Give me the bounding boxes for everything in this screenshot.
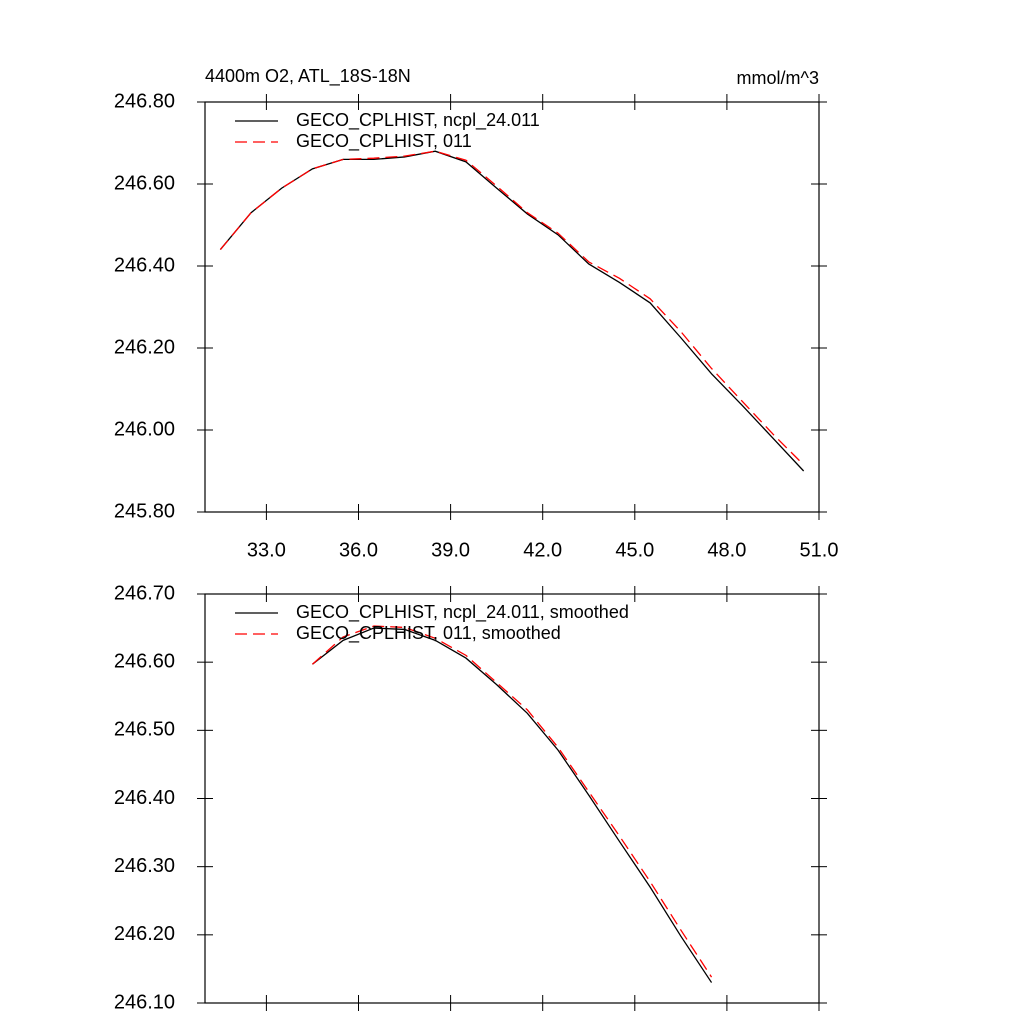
y-tick-label: 246.40 — [114, 787, 175, 809]
y-tick-label: 246.50 — [114, 719, 175, 741]
y-tick-label: 246.20 — [114, 336, 175, 358]
x-tick-label: 36.0 — [339, 539, 378, 561]
units-label: mmol/m^3 — [737, 68, 819, 88]
y-tick-label: 246.40 — [114, 254, 175, 276]
y-tick-label: 246.60 — [114, 650, 175, 672]
x-tick-label: 42.0 — [523, 539, 562, 561]
series-line — [312, 627, 713, 983]
y-tick-label: 246.30 — [114, 855, 175, 877]
legend-label: GECO_CPLHIST, 011, smoothed — [296, 623, 561, 644]
x-tick-label: 33.0 — [247, 539, 286, 561]
series-line — [312, 625, 713, 978]
legend-label: GECO_CPLHIST, 011 — [296, 131, 472, 152]
y-tick-label: 246.60 — [114, 172, 175, 194]
legend-label: GECO_CPLHIST, ncpl_24.011 — [296, 110, 540, 131]
y-tick-label: 245.80 — [114, 500, 175, 522]
y-tick-label: 246.10 — [114, 991, 175, 1013]
legend-label: GECO_CPLHIST, ncpl_24.011, smoothed — [296, 602, 629, 623]
y-tick-label: 246.70 — [114, 582, 175, 604]
x-tick-label: 45.0 — [615, 539, 654, 561]
chart-title: 4400m O2, ATL_18S-18N — [205, 66, 411, 87]
x-tick-label: 51.0 — [800, 539, 839, 561]
plot-frame — [204, 101, 820, 513]
x-tick-label: 39.0 — [431, 539, 470, 561]
y-tick-label: 246.80 — [114, 90, 175, 112]
x-tick-label: 48.0 — [707, 539, 746, 561]
y-tick-label: 246.20 — [114, 923, 175, 945]
series-line — [219, 150, 805, 466]
y-tick-label: 246.00 — [114, 418, 175, 440]
